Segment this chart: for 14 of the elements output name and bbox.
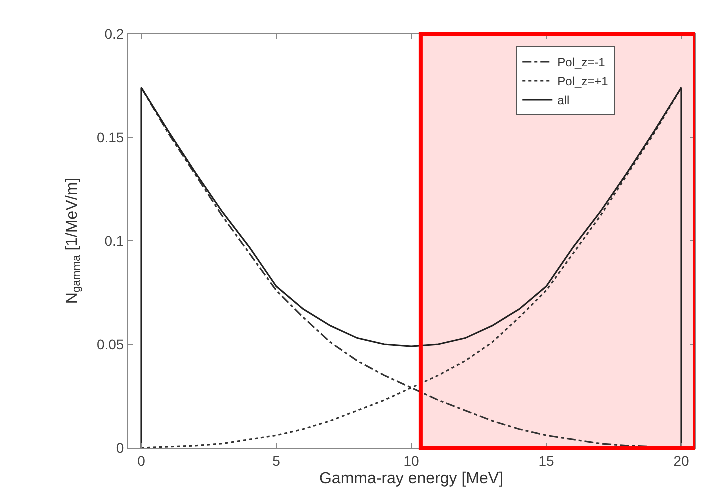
y-tick-label: 0	[116, 440, 124, 456]
x-tick-label: 10	[404, 452, 420, 469]
x-tick-label: 15	[538, 452, 554, 469]
x-tick-label: 5	[272, 452, 281, 469]
x-tick-label: 20	[674, 452, 690, 469]
y-tick-label: 0.05	[96, 336, 124, 352]
legend-label: Pol_z=+1	[558, 74, 609, 89]
legend-label: Pol_z=-1	[558, 56, 606, 70]
legend-label: all	[558, 94, 570, 108]
x-axis-title: Gamma-ray energy [MeV]	[319, 470, 504, 488]
y-tick-label: 0.2	[104, 26, 124, 42]
y-tick-label: 0.15	[96, 129, 124, 146]
y-tick-label: 0.1	[104, 232, 124, 249]
x-tick-label: 0	[138, 452, 146, 469]
